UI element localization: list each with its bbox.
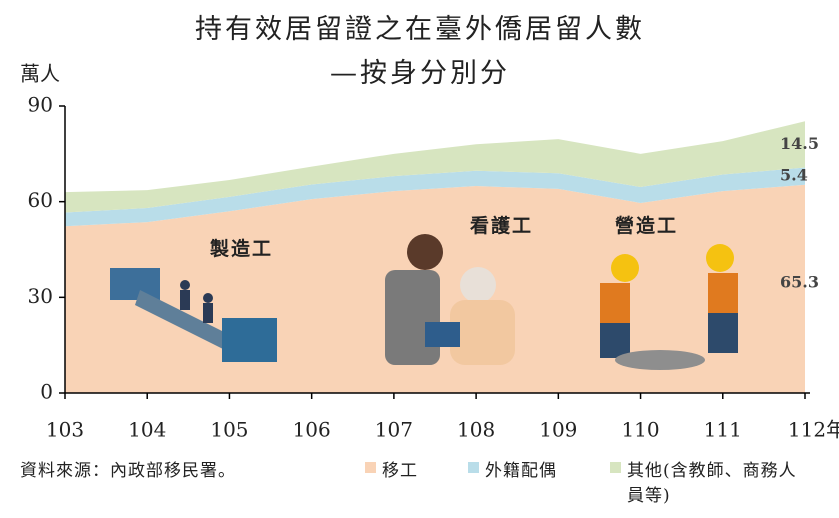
source-note: 資料來源：內政部移民署。 [20, 461, 236, 481]
worker [180, 290, 190, 310]
legend-item: 移工 [365, 456, 418, 481]
builder [708, 313, 738, 353]
caregiver [385, 270, 440, 365]
x-tick-label: 112年 [788, 418, 839, 442]
x-tick-label: 103 [46, 418, 84, 442]
legend-item: 外籍配偶 [468, 456, 557, 481]
x-tick-label: 104 [128, 418, 166, 442]
legend-swatch [365, 462, 376, 473]
annotation: 製造工 [209, 237, 273, 260]
conveyor [135, 290, 230, 350]
legend-label: 其他(含教師、商務人員等) [627, 461, 797, 506]
chart: 持有效居留證之在臺外僑居留人數 —按身分別分 萬人 製造工 看護工 營造工 65… [20, 14, 839, 442]
illustrations [110, 234, 738, 370]
x-tick-label: 109 [539, 418, 577, 442]
x-tick-label: 105 [210, 418, 248, 442]
patient [450, 300, 515, 365]
x-tick-label: 108 [457, 418, 495, 442]
x-tick-label: 107 [375, 418, 413, 442]
worker [203, 303, 213, 323]
y-tick-label: 0 [40, 380, 53, 404]
gravel [615, 350, 705, 370]
legend-swatch [468, 462, 479, 473]
value-label: 5.4 [780, 166, 808, 185]
area [65, 121, 805, 213]
machine [110, 268, 160, 300]
chart-title: 持有效居留證之在臺外僑居留人數 [195, 14, 645, 45]
legend-label: 外籍配偶 [485, 461, 557, 481]
caregiver [407, 234, 443, 270]
value-label: 65.3 [780, 272, 819, 291]
builder [600, 323, 630, 358]
annotation: 營造工 [615, 214, 678, 237]
y-axis-label: 萬人 [20, 62, 60, 86]
builder [708, 273, 738, 313]
legend-label: 移工 [382, 461, 418, 481]
value-label: 14.5 [780, 134, 819, 153]
annotation: 看護工 [469, 214, 533, 237]
patient [460, 267, 496, 303]
book [425, 322, 460, 347]
machine [222, 318, 277, 362]
legend-swatch [610, 462, 621, 473]
worker [203, 293, 213, 303]
x-tick-label: 111 [704, 418, 742, 442]
area [65, 167, 805, 227]
builder [611, 254, 639, 282]
y-tick-label: 90 [28, 93, 53, 117]
y-tick-label: 60 [28, 188, 53, 212]
x-tick-label: 106 [293, 418, 331, 442]
worker [180, 280, 190, 290]
y-tick-label: 30 [28, 284, 53, 308]
builder [600, 283, 630, 323]
x-tick-label: 110 [621, 418, 659, 442]
legend-item: 其他(含教師、商務人員等) [610, 456, 810, 506]
chart-subtitle: —按身分別分 [330, 58, 510, 89]
builder [706, 244, 734, 272]
